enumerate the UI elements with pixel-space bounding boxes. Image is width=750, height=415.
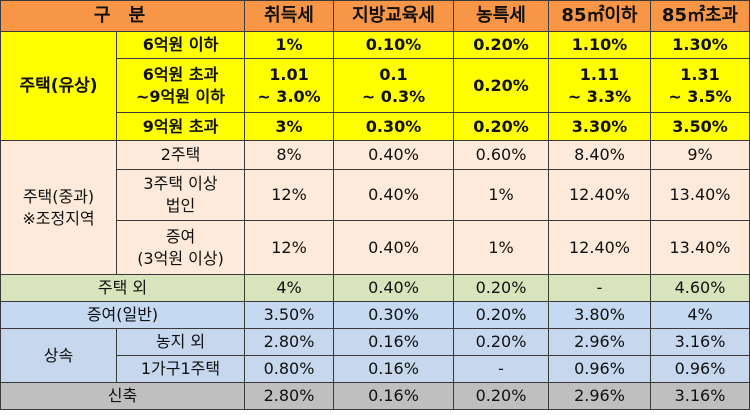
group-label-housing-paid: 주택(유상) (0, 31, 117, 141)
cell: 2.80% (244, 328, 335, 356)
cell: 0.60% (453, 140, 550, 170)
cell: 0.10% (333, 31, 455, 59)
cell: 0.30% (333, 301, 455, 329)
cell: 3.16% (650, 382, 750, 410)
cell: 0.40% (333, 220, 455, 275)
group-label-inheritance: 상속 (0, 328, 117, 383)
cell: 2.96% (548, 328, 652, 356)
cell: 0.20% (453, 382, 550, 410)
header-over-85sqm: 85㎡초과 (650, 0, 750, 32)
cell: 1% (453, 169, 550, 221)
cell: 0.20% (453, 274, 550, 302)
row-label-gift-general: 증여(일반) (0, 301, 246, 329)
cell: 4% (244, 274, 335, 302)
cell: 3.30% (548, 112, 652, 141)
cell: 1.11 ~ 3.3% (548, 58, 652, 113)
cell: 12.40% (548, 169, 652, 221)
row-label: 6억원 이하 (115, 31, 246, 59)
cell: 1.01 ~ 3.0% (244, 58, 335, 113)
table-row: 증여 (3억원 이상) 12% 0.40% 1% 12.40% 13.40% (1, 220, 750, 275)
cell: 2.80% (244, 382, 335, 410)
header-85sqm-or-less: 85㎡이하 (548, 0, 652, 32)
cell: 0.20% (453, 112, 550, 141)
cell: 0.80% (244, 355, 335, 383)
row-label: 농지 외 (115, 328, 246, 356)
cell: 0.40% (333, 274, 455, 302)
row-label-new-build: 신축 (0, 382, 246, 410)
header-rural-special-tax: 농특세 (453, 0, 550, 32)
cell: 12% (244, 220, 335, 275)
cell: 3.80% (548, 301, 652, 329)
cell: 2.96% (548, 382, 652, 410)
table-row: 3주택 이상 법인 12% 0.40% 1% 12.40% 13.40% (1, 169, 750, 221)
cell: 12% (244, 169, 335, 221)
header-acquisition-tax: 취득세 (244, 0, 335, 32)
cell: 13.40% (650, 169, 750, 221)
table-row: 상속 농지 외 2.80% 0.16% 0.20% 2.96% 3.16% (0, 328, 750, 383)
table-row: 1가구1주택 0.80% 0.16% - 0.96% 0.96% (1, 355, 750, 383)
table-row: 주택(유상) 6억원 이하 1% 0.10% 0.20% 1.10% 1.30% (0, 31, 750, 141)
cell: 1% (453, 220, 550, 275)
cell: 3.50% (650, 112, 750, 141)
row-label: 증여 (3억원 이상) (115, 220, 246, 275)
row-label: 3주택 이상 법인 (115, 169, 246, 221)
cell: 0.20% (453, 301, 550, 329)
cell: 0.1 ~ 0.3% (333, 58, 455, 113)
header-row: 구 분 취득세 지방교육세 농특세 85㎡이하 85㎡초과 (0, 0, 750, 32)
cell: 0.96% (650, 355, 750, 383)
cell: 8.40% (548, 140, 652, 170)
header-category: 구 분 (0, 0, 246, 32)
cell: 0.40% (333, 140, 455, 170)
cell: 3% (244, 112, 335, 141)
cell: 4.60% (650, 274, 750, 302)
cell: 12.40% (548, 220, 652, 275)
table-row: 신축 2.80% 0.16% 0.20% 2.96% 3.16% (0, 382, 750, 410)
cell: 3.16% (650, 328, 750, 356)
cell: 0.16% (333, 382, 455, 410)
cell: - (548, 274, 652, 302)
cell: 1.30% (650, 31, 750, 59)
table-row: 주택 외 4% 0.40% 0.20% - 4.60% (0, 274, 750, 302)
row-label: 1가구1주택 (115, 355, 246, 383)
cell: 0.16% (333, 355, 455, 383)
cell: 13.40% (650, 220, 750, 275)
cell: 3.50% (244, 301, 335, 329)
table-row: 증여(일반) 3.50% 0.30% 0.20% 3.80% 4% (0, 301, 750, 329)
cell: 4% (650, 301, 750, 329)
cell: 1.10% (548, 31, 652, 59)
cell: 1% (244, 31, 335, 59)
cell: 0.16% (333, 328, 455, 356)
cell: 0.20% (453, 328, 550, 356)
cell: 0.40% (333, 169, 455, 221)
cell: 1.31 ~ 3.5% (650, 58, 750, 113)
cell: 9% (650, 140, 750, 170)
table-row: 9억원 초과 3% 0.30% 0.20% 3.30% 3.50% (1, 112, 750, 141)
table-row: 주택(중과) ※조정지역 2주택 8% 0.40% 0.60% 8.40% 9% (0, 140, 750, 275)
header-local-education-tax: 지방교육세 (333, 0, 455, 32)
cell: 0.20% (453, 58, 550, 113)
cell: - (453, 355, 550, 383)
row-label-non-housing: 주택 외 (0, 274, 246, 302)
table-row: 6억원 초과 ~9억원 이하 1.01 ~ 3.0% 0.1 ~ 0.3% 0.20%… (1, 58, 750, 113)
row-label: 9억원 초과 (115, 112, 246, 141)
cell: 0.30% (333, 112, 455, 141)
row-label: 2주택 (115, 140, 246, 170)
group-label-housing-heavy: 주택(중과) ※조정지역 (0, 140, 117, 275)
cell: 8% (244, 140, 335, 170)
cell: 0.96% (548, 355, 652, 383)
cell: 0.20% (453, 31, 550, 59)
row-label: 6억원 초과 ~9억원 이하 (115, 58, 246, 113)
